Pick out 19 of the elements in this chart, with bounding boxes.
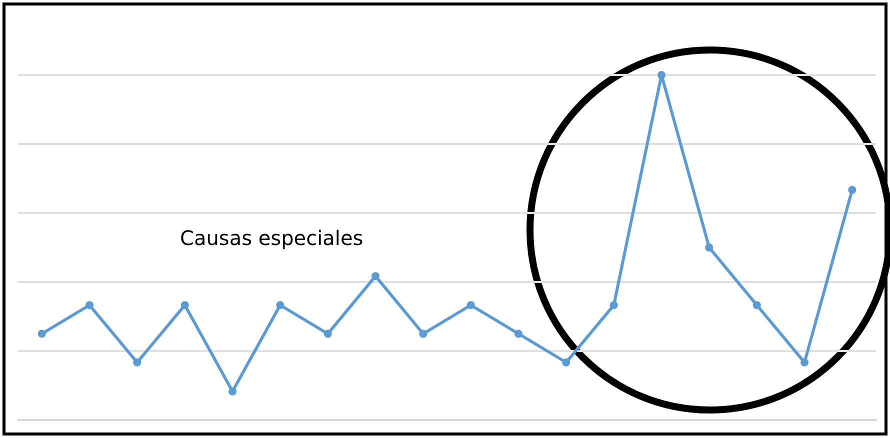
point <box>752 301 761 310</box>
point <box>324 330 332 338</box>
point <box>228 387 236 396</box>
point <box>562 358 570 366</box>
point <box>514 330 522 338</box>
point <box>466 301 475 310</box>
point <box>610 301 618 310</box>
point <box>180 301 189 310</box>
point <box>848 186 856 194</box>
point <box>800 358 808 366</box>
annotation: Causas especiales <box>180 226 364 250</box>
point <box>372 272 380 280</box>
point <box>705 244 714 252</box>
point <box>38 330 46 338</box>
point <box>133 358 142 366</box>
point <box>658 71 666 79</box>
point <box>86 301 94 310</box>
point <box>419 330 428 338</box>
point <box>276 301 284 310</box>
